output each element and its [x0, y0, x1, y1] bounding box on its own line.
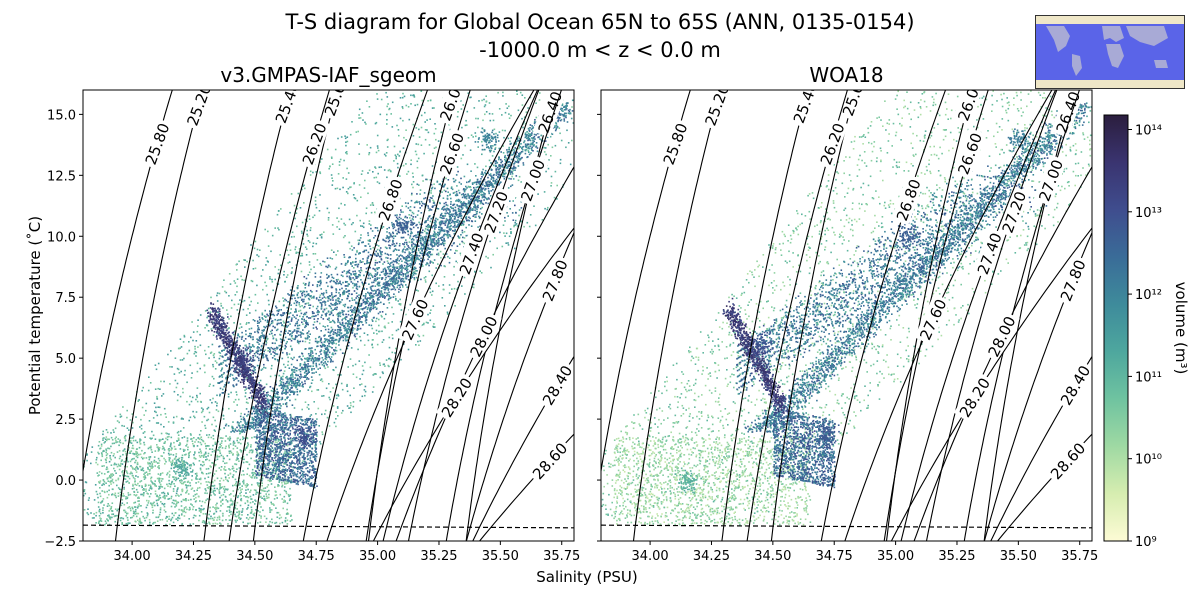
isopycnal-label: 26.60 — [954, 130, 986, 177]
isopycnal-line — [465, 231, 574, 541]
volume-scatter — [83, 90, 574, 526]
plot-frame — [600, 89, 1093, 542]
isopycnal-label: 27.80 — [539, 257, 572, 304]
isopycnal-label: 26.20 — [299, 121, 331, 168]
isopycnal-label: 28.60 — [529, 439, 571, 483]
isopycnal-line — [890, 227, 1092, 541]
isopycnal-line — [407, 90, 540, 541]
plot-area: 25.20 25.40 25.6025.8026.0026.2026.4026.60… — [83, 77, 576, 541]
isopycnal-label: 26.60 — [436, 130, 468, 177]
y-tick-label: −2.5 — [44, 535, 76, 550]
density-contours: 25.20 25.40 25.6025.8026.0026.2026.4026.60… — [83, 77, 576, 541]
y-tick-label: 5.0 — [55, 352, 76, 367]
y-axis-label: Potential temperature (˚C) — [26, 216, 44, 415]
x-tick-label: 34.75 — [816, 549, 853, 564]
ts-panel-1: 25.20 25.40 25.6025.8026.0026.2026.4026.60… — [26, 63, 580, 564]
ts-panel-2: 25.20 25.40 25.6025.8026.0026.2026.4026.60… — [597, 63, 1098, 564]
freezing-line — [83, 524, 574, 529]
x-tick-label: 34.25 — [693, 549, 730, 564]
isopycnal-label: 27.00 — [1035, 157, 1067, 204]
colorbar: 10⁹ 10¹⁰ 10¹¹ 10¹² 10¹³ 10¹⁴ volume (m³) — [1103, 114, 1190, 550]
x-tick-label: 34.00 — [631, 549, 668, 564]
figure-subtitle: -1000.0 m < z < 0.0 m — [0, 38, 1200, 62]
colorbar-tick-label: 10¹⁰ — [1135, 453, 1162, 468]
colorbar-tick-label: 10¹¹ — [1135, 370, 1162, 385]
x-tick-label: 35.00 — [877, 549, 914, 564]
colorbar-tick-label: 10⁹ — [1135, 535, 1157, 550]
y-tick-label: 7.5 — [55, 291, 76, 306]
isopycnal-line — [472, 355, 574, 541]
isopycnal-line — [632, 90, 721, 541]
isopycnal-line — [770, 90, 856, 541]
x-tick-label: 35.75 — [543, 549, 580, 564]
panel-title: v3.GMPAS-IAF_sgeom — [220, 63, 436, 87]
x-tick-label: 34.50 — [236, 549, 273, 564]
region-map-inset — [1035, 15, 1185, 89]
volume-scatter — [601, 90, 1092, 526]
isopycnal-line — [721, 90, 809, 541]
plot-area: 25.20 25.40 25.6025.8026.0026.2026.4026.60… — [601, 77, 1094, 541]
x-tick-label: 34.00 — [113, 549, 150, 564]
isopycnal-label: 26.80 — [893, 177, 925, 224]
x-axis-label: Salinity (PSU) — [536, 568, 638, 586]
isopycnal-label: 25.80 — [142, 121, 174, 168]
y-tick-label: 10.0 — [47, 230, 76, 245]
isopycnal-label: 25.80 — [660, 121, 692, 168]
isopycnal-line — [252, 90, 338, 541]
x-tick-label: 34.75 — [298, 549, 335, 564]
isopycnal-label: 27.60 — [916, 296, 950, 343]
isopycnal-label: 28.20 — [956, 375, 994, 421]
isopycnal-label: 27.80 — [1057, 257, 1090, 304]
isopycnal-label: 28.40 — [1057, 362, 1094, 408]
world-map-icon — [1036, 16, 1184, 88]
isopycnal-label: 28.20 — [438, 375, 476, 421]
colorbar-tick-label: 10¹⁴ — [1135, 123, 1162, 138]
colorbar-tick-label: 10¹³ — [1135, 206, 1162, 221]
y-tick-label: 0.0 — [55, 474, 76, 489]
freezing-line — [601, 524, 1092, 529]
isopycnal-label: 28.40 — [539, 362, 576, 408]
isopycnal-line — [302, 90, 429, 541]
isopycnal-line — [990, 355, 1092, 541]
y-tick-label: 12.5 — [47, 169, 76, 184]
x-tick-label: 35.25 — [420, 549, 457, 564]
y-tick-label: 15.0 — [47, 108, 76, 123]
isopycnal-label: 27.60 — [398, 296, 432, 343]
y-tick-label: 2.5 — [55, 413, 76, 428]
x-tick-label: 35.25 — [938, 549, 975, 564]
isopycnal-label: 27.00 — [517, 157, 549, 204]
x-tick-label: 35.00 — [359, 549, 396, 564]
x-tick-label: 35.50 — [1000, 549, 1037, 564]
isopycnal-line — [820, 90, 947, 541]
panel-title: WOA18 — [809, 63, 883, 87]
isopycnal-line — [372, 227, 574, 541]
isopycnal-line — [203, 90, 291, 541]
isopycnal-label: 26.00 — [954, 77, 986, 124]
isopycnal-label: 28.60 — [1047, 439, 1089, 483]
figure-title: T-S diagram for Global Ocean 65N to 65S … — [0, 10, 1200, 34]
x-tick-label: 34.50 — [754, 549, 791, 564]
isopycnal-label: 26.00 — [436, 77, 468, 124]
colorbar-gradient — [1103, 114, 1129, 542]
isopycnal-label: 25.20 — [702, 82, 734, 129]
isopycnal-line — [983, 231, 1092, 541]
isopycnal-label: 27.40 — [974, 230, 1006, 277]
x-tick-label: 34.25 — [175, 549, 212, 564]
x-tick-label: 35.50 — [482, 549, 519, 564]
isopycnal-line — [900, 90, 1057, 541]
isopycnal-line — [382, 90, 539, 541]
plot-frame — [82, 89, 575, 542]
isopycnal-label: 26.40 — [535, 89, 567, 136]
isopycnal-label: 25.20 — [184, 82, 216, 129]
isopycnal-line — [114, 90, 203, 541]
colorbar-label: volume (m³) — [1172, 282, 1190, 375]
x-tick-label: 35.75 — [1061, 549, 1098, 564]
colorbar-tick-label: 10¹² — [1135, 288, 1162, 303]
isopycnal-line — [925, 90, 1058, 541]
